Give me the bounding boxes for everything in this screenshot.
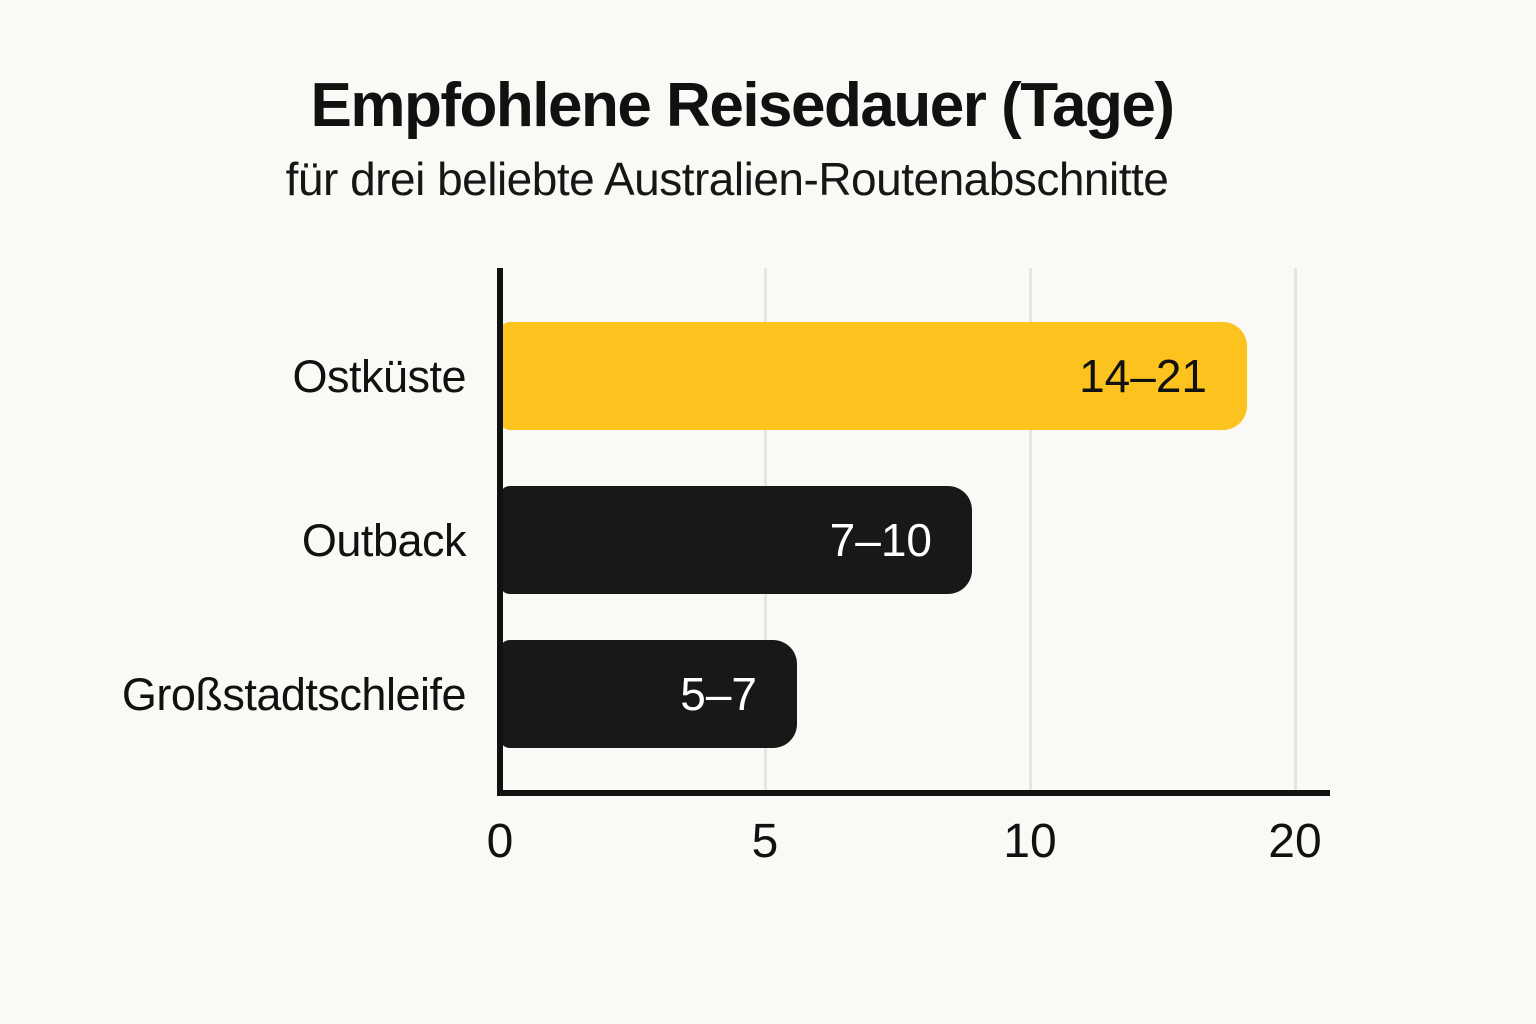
category-label: Großstadtschleife	[121, 669, 467, 720]
bar-value-label: 7–10	[829, 514, 932, 566]
x-axis-tick-label: 0	[486, 815, 514, 868]
x-axis-line	[497, 790, 1330, 796]
bar-value-label: 5–7	[680, 668, 757, 720]
y-axis-line	[497, 268, 503, 796]
chart-title: Empfohlene Reisedauer (Tage)	[310, 71, 1175, 140]
bar: 5–7	[500, 640, 797, 748]
category-label: Outback	[301, 515, 467, 566]
bar-value-label: 14–21	[1079, 350, 1207, 402]
gridline	[1028, 268, 1032, 790]
x-axis-tick-label: 10	[1003, 815, 1057, 868]
x-axis-tick-label: 20	[1268, 815, 1322, 868]
bar: 7–10	[500, 486, 972, 594]
bar: 14–21	[500, 322, 1247, 430]
category-label: Ostküste	[292, 351, 466, 402]
x-axis-tick-label: 5	[751, 815, 779, 868]
gridline	[1293, 268, 1297, 790]
chart-subtitle: für drei beliebte Australien-Routenabsch…	[285, 153, 1169, 205]
